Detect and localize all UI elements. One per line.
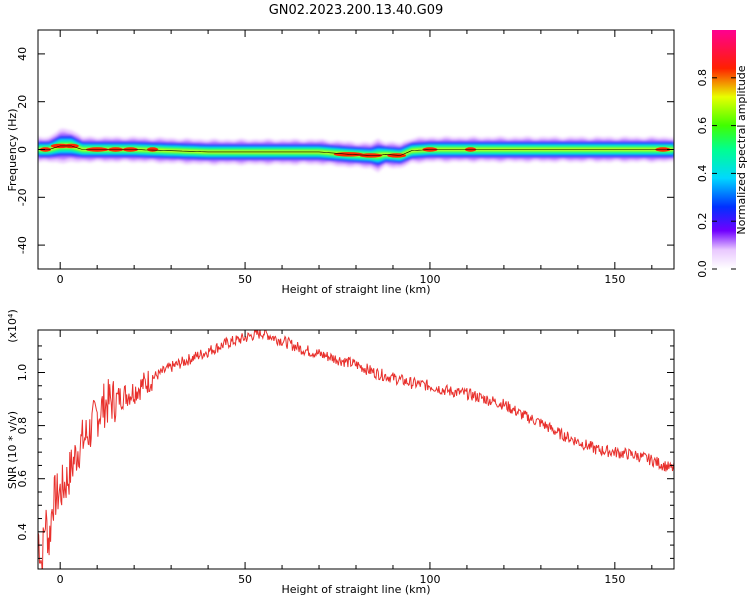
- snr-x-axis-label: Height of straight line (km): [281, 583, 430, 596]
- spectrogram-panel: 0 50 100 150 -40 -20 0 20 40 Height of straight …: [6, 29, 675, 296]
- colorbar: 0.0 0.2 0.4 0.6 0.8 Normalized spectral ampl…: [696, 30, 748, 278]
- figure-title: GN02.2023.200.13.40.G09: [269, 3, 444, 18]
- snr-plot-area: [38, 330, 674, 569]
- snr-x-tick-label: 50: [238, 573, 252, 586]
- snr-x-tick-label: 100: [419, 573, 440, 586]
- spectrogram-ridge-line: [38, 145, 674, 156]
- snr-x-tick-label: 0: [57, 573, 64, 586]
- spectrogram-x-tick-label: 150: [604, 273, 625, 286]
- spectrogram-plot-area: [38, 128, 674, 173]
- spectrogram-y-tick-label: 20: [16, 95, 29, 109]
- colorbar-tick-label: 0.8: [696, 69, 709, 87]
- snr-y-tick-label: 0.6: [16, 470, 29, 488]
- spectrogram-y-tick-label: 0: [16, 146, 29, 153]
- spectrogram-y-axis-label: Frequency (Hz): [6, 109, 19, 192]
- spectrogram-x-tick-label: 100: [419, 273, 440, 286]
- spectrogram-y-tick-label: -40: [16, 236, 29, 254]
- spectrogram-peak: [146, 147, 159, 152]
- colorbar-gradient: [712, 30, 736, 269]
- spectrogram-y-tick-label: -20: [16, 188, 29, 206]
- spectrogram-cyan-band: [38, 138, 674, 163]
- colorbar-tick-label: 0.4: [696, 165, 709, 183]
- spectrogram-x-axis-label: Height of straight line (km): [281, 283, 430, 296]
- colorbar-ticks: 0.0 0.2 0.4 0.6 0.8: [696, 69, 736, 278]
- spectrogram-x-tick-label: 0: [57, 273, 64, 286]
- spectrogram-ticks: 0 50 100 150 -40 -20 0 20 40: [16, 30, 674, 286]
- colorbar-tick-label: 0.0: [696, 260, 709, 278]
- snr-series-line: [38, 330, 674, 569]
- snr-y-tick-label: 0.4: [16, 523, 29, 541]
- snr-y-tick-label: 1.0: [16, 364, 29, 382]
- snr-ticks: 0 50 100 150 0.4 0.6 0.8 1.0: [16, 330, 674, 586]
- snr-y-tick-label: 0.8: [16, 417, 29, 435]
- snr-scale-label: (x10⁴): [6, 309, 19, 343]
- colorbar-tick-label: 0.6: [696, 117, 709, 135]
- colorbar-label: Normalized spectral amplitude: [735, 65, 748, 234]
- snr-x-tick-label: 150: [604, 573, 625, 586]
- colorbar-tick-label: 0.2: [696, 212, 709, 230]
- spectrogram-y-tick-label: 40: [16, 47, 29, 61]
- snr-panel: 0 50 100 150 0.4 0.6 0.8 1.0 Height of straight…: [6, 309, 675, 596]
- spectrogram-x-tick-label: 50: [238, 273, 252, 286]
- snr-y-axis-label: SNR (10 * v/v): [6, 411, 19, 489]
- spectrogram-green-band: [38, 141, 674, 161]
